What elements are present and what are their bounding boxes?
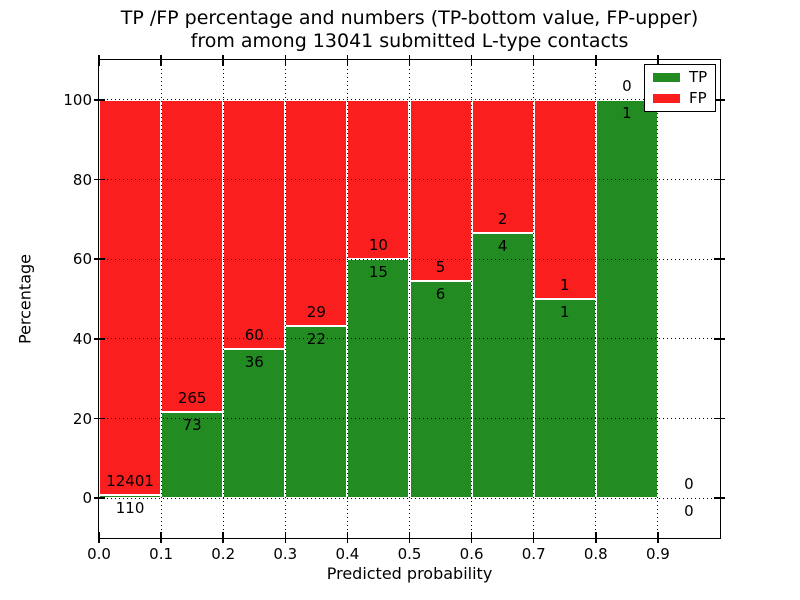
- fp-count-label: 0: [684, 475, 694, 494]
- tp-count-label: 73: [182, 416, 202, 435]
- grid-line-vertical: [595, 61, 597, 537]
- bar-tp-segment: [533, 299, 596, 499]
- fp-count-label: 29: [306, 303, 326, 322]
- chart-title-line2: from among 13041 submitted L-type contac…: [190, 30, 629, 52]
- x-tick-top: [284, 55, 287, 66]
- x-tick-label: 0.0: [87, 545, 111, 563]
- tp-count-label: 36: [244, 352, 264, 371]
- tp-color-swatch: [653, 73, 680, 82]
- x-tick-top: [470, 55, 473, 66]
- x-tick-label: 0.8: [583, 545, 608, 563]
- x-tick-top: [160, 55, 162, 66]
- x-tick-top: [595, 55, 597, 66]
- bar-fp-segment: [99, 99, 162, 495]
- y-tick-left: [94, 99, 105, 101]
- fp-color-swatch: [653, 94, 680, 103]
- grid-line-vertical: [346, 61, 348, 537]
- tp-count-label: 22: [306, 330, 326, 349]
- bar-tp-segment: [471, 232, 534, 499]
- x-tick-top: [222, 55, 224, 66]
- y-tick-left: [94, 417, 105, 420]
- x-tick-label: 0.5: [397, 545, 422, 563]
- chart-title: TP /FP percentage and numbers (TP-bottom…: [99, 7, 720, 53]
- tp-count-label: 6: [435, 284, 446, 303]
- bar-fp-segment: [285, 99, 348, 327]
- grid-line-vertical: [160, 61, 162, 537]
- bar-tp-segment: [595, 99, 658, 499]
- tp-count-label: 1: [559, 303, 570, 321]
- bar-fp-segment: [533, 99, 596, 299]
- bar-fp-segment: [161, 99, 224, 413]
- fp-count-label: 60: [244, 325, 264, 344]
- fp-count-label: 0: [622, 76, 632, 95]
- bar-tp-segment: [285, 326, 348, 499]
- x-tick-label: 0.1: [149, 545, 174, 563]
- y-tick-label: 80: [72, 170, 92, 189]
- fp-count-label: 1: [559, 276, 570, 294]
- legend-label-tp: TP: [689, 68, 708, 86]
- grid-line-vertical: [471, 61, 473, 537]
- tp-count-label: 110: [115, 498, 145, 517]
- grid-line-vertical: [222, 61, 224, 537]
- fp-count-label: 12401: [106, 471, 154, 490]
- tp-count-label: 1: [622, 103, 632, 122]
- x-tick-label: 0.7: [521, 545, 546, 563]
- y-axis-label: Percentage: [15, 253, 35, 345]
- legend-label-fp: FP: [689, 89, 707, 107]
- grid-line-vertical: [409, 61, 410, 537]
- chart-title-line1: TP /FP percentage and numbers (TP-bottom…: [120, 7, 699, 29]
- grid-line-vertical: [284, 61, 286, 537]
- tp-count-label: 4: [497, 236, 508, 255]
- plot-area-border: [97, 58, 721, 539]
- x-tick-label: 0.3: [273, 545, 298, 563]
- fp-count-label: 10: [368, 236, 388, 255]
- bar-fp-segment: [409, 99, 472, 281]
- y-tick-label: 20: [72, 409, 92, 428]
- fp-count-label: 2: [497, 209, 508, 228]
- legend-entry-fp: FP: [653, 91, 709, 106]
- tp-count-label: 0: [684, 502, 694, 521]
- x-tick-top: [532, 55, 535, 66]
- bar-fp-segment: [223, 99, 286, 349]
- x-tick-label: 0.9: [645, 545, 670, 563]
- y-tick-left: [94, 338, 105, 340]
- x-tick-top: [98, 55, 100, 66]
- x-tick-top: [657, 55, 659, 66]
- bar-tp-segment: [347, 259, 410, 499]
- fp-count-label: 265: [177, 389, 207, 408]
- x-tick-label: 0.6: [459, 545, 484, 563]
- grid-line-vertical: [657, 61, 659, 537]
- x-tick-label: 0.4: [335, 545, 360, 563]
- bar-tp-segment: [161, 412, 224, 499]
- y-tick-left: [94, 258, 105, 260]
- y-tick-label: 60: [72, 250, 92, 269]
- fp-count-label: 5: [435, 257, 446, 276]
- grid-line-vertical: [533, 61, 535, 537]
- x-tick-top: [346, 55, 349, 66]
- y-tick-label: 100: [63, 90, 92, 109]
- y-tick-left: [94, 178, 105, 181]
- bar-tp-segment: [223, 348, 286, 499]
- bar-fp-segment: [471, 99, 534, 233]
- legend: TP FP: [644, 64, 716, 112]
- x-axis-label: Predicted probability: [326, 564, 493, 583]
- y-tick-label: 0: [82, 489, 92, 508]
- tp-count-label: 15: [368, 263, 388, 282]
- y-tick-left: [94, 497, 105, 499]
- y-tick-label: 40: [72, 329, 92, 348]
- legend-entry-tp: TP: [653, 70, 709, 85]
- x-tick-top: [408, 55, 411, 66]
- x-tick-label: 0.2: [211, 545, 236, 563]
- bar-tp-segment: [409, 280, 472, 499]
